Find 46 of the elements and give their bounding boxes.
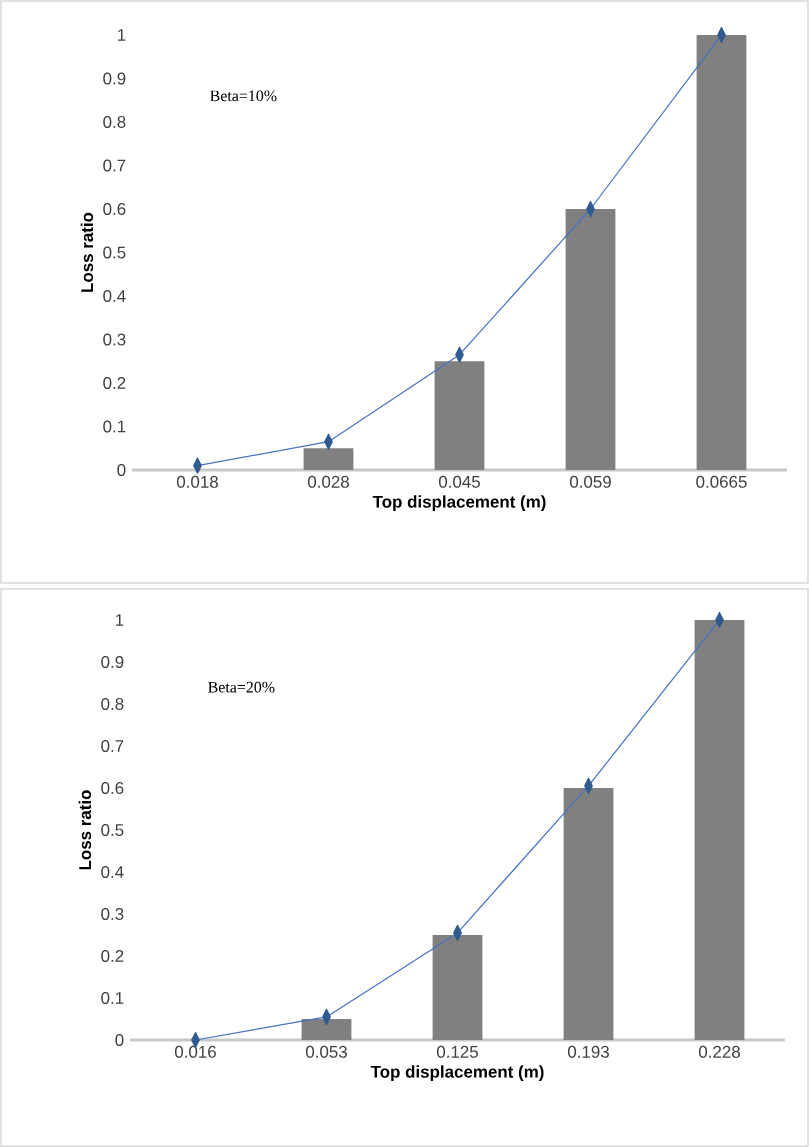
y-tick-label: 0.3 — [103, 333, 126, 346]
y-tick-label: 0.1 — [101, 991, 124, 1004]
x-tick-label: 0.0665 — [696, 475, 747, 488]
annotation: Beta=20% — [208, 681, 275, 693]
y-tick-label: 0.8 — [103, 115, 126, 128]
x-tick-label: 0.193 — [567, 1045, 609, 1058]
y-tick-label: 0.2 — [103, 376, 126, 389]
y-tick-label: 0.6 — [103, 202, 126, 215]
y-tick-label: 0.9 — [103, 72, 126, 85]
x-axis-title: Top displacement (m) — [370, 1065, 544, 1082]
y-tick-label: 0.3 — [101, 907, 124, 920]
y-tick-label: 0.5 — [101, 823, 124, 836]
x-tick-label: 0.053 — [305, 1045, 347, 1058]
bar — [696, 34, 747, 470]
annotation: Beta=10% — [210, 90, 277, 102]
x-tick-label: 0.228 — [698, 1045, 740, 1058]
x-tick-label: 0.018 — [176, 475, 218, 488]
y-tick-label: 1 — [118, 29, 126, 41]
bar — [694, 619, 745, 1040]
y-tick-label: 0.2 — [101, 949, 124, 962]
bar — [563, 787, 614, 1040]
x-tick-label: 0.028 — [307, 475, 349, 488]
y-tick-label: 0.4 — [103, 289, 126, 302]
y-tick-label: 0.8 — [101, 697, 124, 710]
bar — [432, 934, 483, 1040]
y-tick-label: 0.6 — [101, 781, 124, 794]
y-tick-label: 0.5 — [103, 246, 126, 259]
y-tick-label: 0.4 — [101, 865, 124, 878]
y-tick-label: 0.1 — [103, 420, 126, 433]
bar — [303, 448, 354, 470]
x-tick-label: 0.125 — [436, 1045, 478, 1058]
y-tick-label: 0 — [115, 1033, 124, 1046]
y-tick-label: 0.7 — [103, 159, 126, 172]
y-tick-label: 1 — [116, 614, 124, 626]
y-axis-title: Loss ratio — [80, 212, 94, 292]
x-tick-label: 0.059 — [569, 475, 611, 488]
bar — [301, 1018, 352, 1040]
x-tick-label: 0.016 — [174, 1045, 216, 1058]
bar — [434, 361, 485, 470]
x-axis-title: Top displacement (m) — [372, 495, 546, 512]
bar — [565, 208, 616, 470]
y-tick-label: 0 — [117, 463, 126, 476]
y-axis-title: Loss ratio — [78, 790, 92, 870]
y-tick-label: 0.7 — [101, 739, 124, 752]
x-tick-label: 0.045 — [438, 475, 480, 488]
y-tick-label: 0.9 — [101, 655, 124, 668]
